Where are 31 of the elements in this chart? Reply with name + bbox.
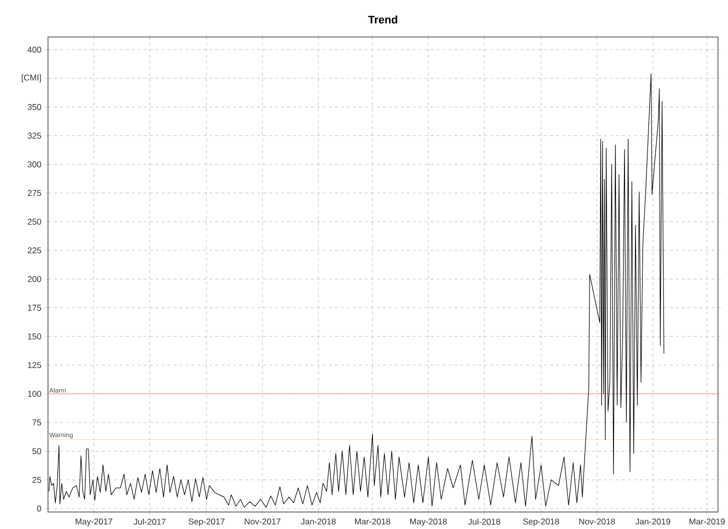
y-tick-label: 150 — [28, 333, 42, 340]
y-tick-label: 350 — [28, 104, 42, 110]
x-tick-label: Jan-2019 — [635, 518, 670, 524]
x-tick-label: May-2018 — [410, 518, 447, 526]
y-tick-label: 325 — [28, 132, 42, 139]
y-tick-label: 250 — [28, 218, 42, 225]
x-tick-label: Mar-2019 — [690, 518, 725, 524]
x-tick-label: Nov-2018 — [579, 518, 616, 524]
y-tick-label: 100 — [28, 390, 42, 397]
line-series — [48, 73, 664, 508]
y-tick-label: [CMI] — [22, 74, 41, 82]
y-tick-label: 200 — [28, 276, 42, 282]
x-tick-label: May-2017 — [76, 518, 112, 526]
x-tick-label: Nov-2017 — [244, 518, 280, 524]
y-tick-label: 400 — [28, 46, 42, 53]
y-tick-label: 50 — [32, 448, 42, 454]
x-tick-label: Mar-2018 — [355, 518, 390, 524]
x-tick-label: Jul-2018 — [468, 518, 500, 525]
y-tick-label: 125 — [28, 362, 42, 368]
x-tick-label: Sep-2017 — [188, 518, 224, 526]
y-tick-label: 25 — [32, 476, 42, 483]
y-tick-label: 300 — [28, 161, 42, 168]
y-tick-label: 275 — [28, 190, 42, 196]
x-tick-label: Jul-2017 — [134, 518, 166, 525]
y-tick-label: 75 — [32, 420, 42, 426]
y-tick-label: 225 — [28, 247, 42, 254]
y-tick-label: 0 — [37, 506, 42, 512]
y-tick-label: 175 — [28, 304, 42, 311]
x-tick-label: Jan-2018 — [300, 518, 336, 524]
x-tick-label: Sep-2018 — [523, 518, 560, 526]
chart-title: Trend — [368, 15, 398, 24]
